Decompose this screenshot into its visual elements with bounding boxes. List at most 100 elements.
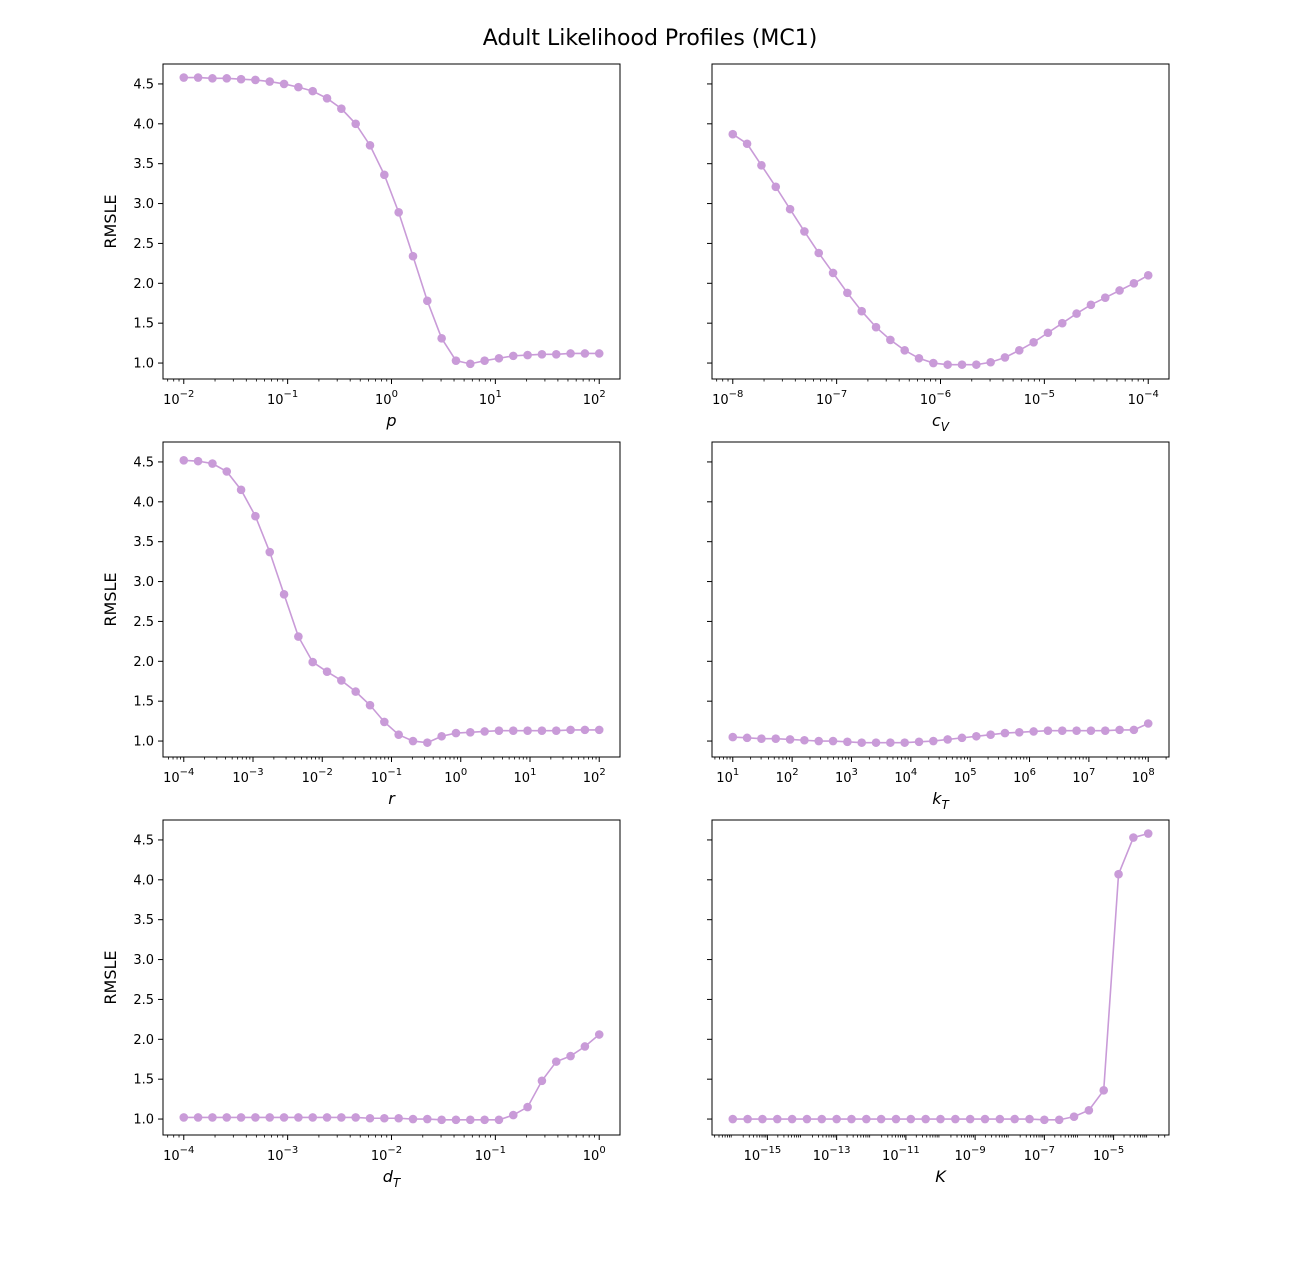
data-point xyxy=(728,732,738,742)
data-point xyxy=(914,737,924,747)
data-point xyxy=(1129,279,1139,288)
subplot-4: 101 102 103 104 105 106 107 108 kT xyxy=(707,441,1170,812)
x-tick-label: 10−6 xyxy=(920,389,951,408)
data-point xyxy=(857,306,867,316)
data-point xyxy=(1072,726,1081,735)
panels: 1.01.52.02.53.03.54.04.510−2 10−1 100 101 10… xyxy=(101,63,1170,1190)
x-axis-label: p xyxy=(385,411,396,430)
data-point xyxy=(757,160,766,170)
x-tick-label: 108 xyxy=(1132,767,1155,786)
data-point xyxy=(871,738,881,747)
data-point xyxy=(1099,1086,1109,1095)
data-point xyxy=(594,1030,604,1039)
data-point xyxy=(1069,1112,1079,1121)
data-point xyxy=(480,1115,489,1125)
y-tick-label: 3.5 xyxy=(133,913,154,928)
x-tick-label: 101 xyxy=(479,389,502,408)
data-point xyxy=(251,511,260,521)
data-point xyxy=(906,1114,916,1124)
data-point xyxy=(814,248,824,258)
data-point xyxy=(380,1113,389,1123)
y-tick-label: 2.0 xyxy=(133,1033,154,1048)
data-point xyxy=(843,737,852,747)
y-tick-label: 3.0 xyxy=(133,575,154,590)
data-point xyxy=(1014,345,1024,355)
y-tick-label: 4.5 xyxy=(133,833,154,848)
data-point xyxy=(785,735,795,744)
data-point xyxy=(972,731,981,741)
data-point xyxy=(337,104,346,113)
x-tick-label: 102 xyxy=(583,389,606,408)
data-point xyxy=(580,725,590,735)
data-point xyxy=(480,356,489,365)
data-point xyxy=(772,1114,782,1124)
data-point xyxy=(580,1042,590,1051)
data-point xyxy=(843,288,852,298)
data-point xyxy=(193,1113,203,1122)
axes-frame xyxy=(711,63,1170,380)
data-point xyxy=(1014,727,1024,737)
data-point xyxy=(1129,725,1139,735)
y-tick-label: 2.0 xyxy=(133,655,154,670)
data-point xyxy=(308,1113,318,1122)
y-tick-label: 4.0 xyxy=(133,495,154,510)
data-point xyxy=(351,1113,360,1122)
data-point xyxy=(365,1113,375,1123)
axes-frame xyxy=(162,819,621,1136)
data-point xyxy=(222,74,232,83)
axes-frame xyxy=(711,819,1170,1136)
data-point xyxy=(995,1114,1005,1124)
data-point xyxy=(742,733,752,743)
data-point xyxy=(308,657,318,667)
data-point xyxy=(1100,293,1110,302)
data-point xyxy=(251,1113,260,1122)
data-point xyxy=(847,1114,856,1124)
data-point xyxy=(179,456,189,465)
data-point xyxy=(465,359,475,369)
data-point xyxy=(208,74,217,83)
data-point xyxy=(294,632,303,641)
data-point xyxy=(771,182,781,192)
data-point xyxy=(771,734,781,743)
subplot-6: 10−15 10−13 10−11 10−9 10−7 10−5 K xyxy=(707,819,1170,1186)
data-point xyxy=(494,353,504,363)
data-point xyxy=(1043,328,1053,338)
data-point xyxy=(802,1114,812,1124)
data-point xyxy=(193,73,203,82)
x-tick-label: 10−3 xyxy=(232,767,263,786)
subplot-1: 1.0 1.5 2.0 2.5 3.0 3.5 4.0 4.5 10−2 10−1 100 101 10… xyxy=(101,63,621,430)
data-point xyxy=(408,736,418,746)
data-point xyxy=(380,717,389,727)
data-point xyxy=(351,687,360,696)
data-point xyxy=(408,1114,418,1124)
data-point xyxy=(537,1076,547,1086)
data-point xyxy=(279,590,289,599)
data-point xyxy=(594,725,604,735)
data-point xyxy=(957,733,967,743)
data-point xyxy=(322,667,332,676)
data-point xyxy=(480,727,489,736)
data-point xyxy=(1072,309,1081,318)
data-point xyxy=(179,73,189,82)
data-point xyxy=(394,730,403,739)
data-point xyxy=(508,726,518,735)
data-point xyxy=(1025,1114,1034,1124)
subplot-3: 1.0 1.5 2.0 2.5 3.0 3.5 4.0 4.5 10−4 10−3 10−2 10−1… xyxy=(101,441,621,808)
x-axis-label: cV xyxy=(932,411,950,434)
series-line xyxy=(732,832,1149,1121)
data-point xyxy=(817,1114,827,1124)
data-point xyxy=(236,485,246,495)
series-line xyxy=(732,722,1149,744)
y-tick-label: 3.0 xyxy=(133,953,154,968)
data-point xyxy=(437,1115,446,1125)
data-point xyxy=(236,74,246,84)
data-point xyxy=(351,119,360,129)
data-point xyxy=(728,129,738,139)
y-tick-label: 2.5 xyxy=(133,615,154,630)
x-tick-label: 10−1 xyxy=(475,1145,506,1164)
x-tick-label: 10−2 xyxy=(163,389,194,408)
data-point xyxy=(785,204,795,214)
data-point xyxy=(1010,1114,1019,1124)
data-point xyxy=(508,1110,518,1120)
data-point xyxy=(523,1102,532,1112)
